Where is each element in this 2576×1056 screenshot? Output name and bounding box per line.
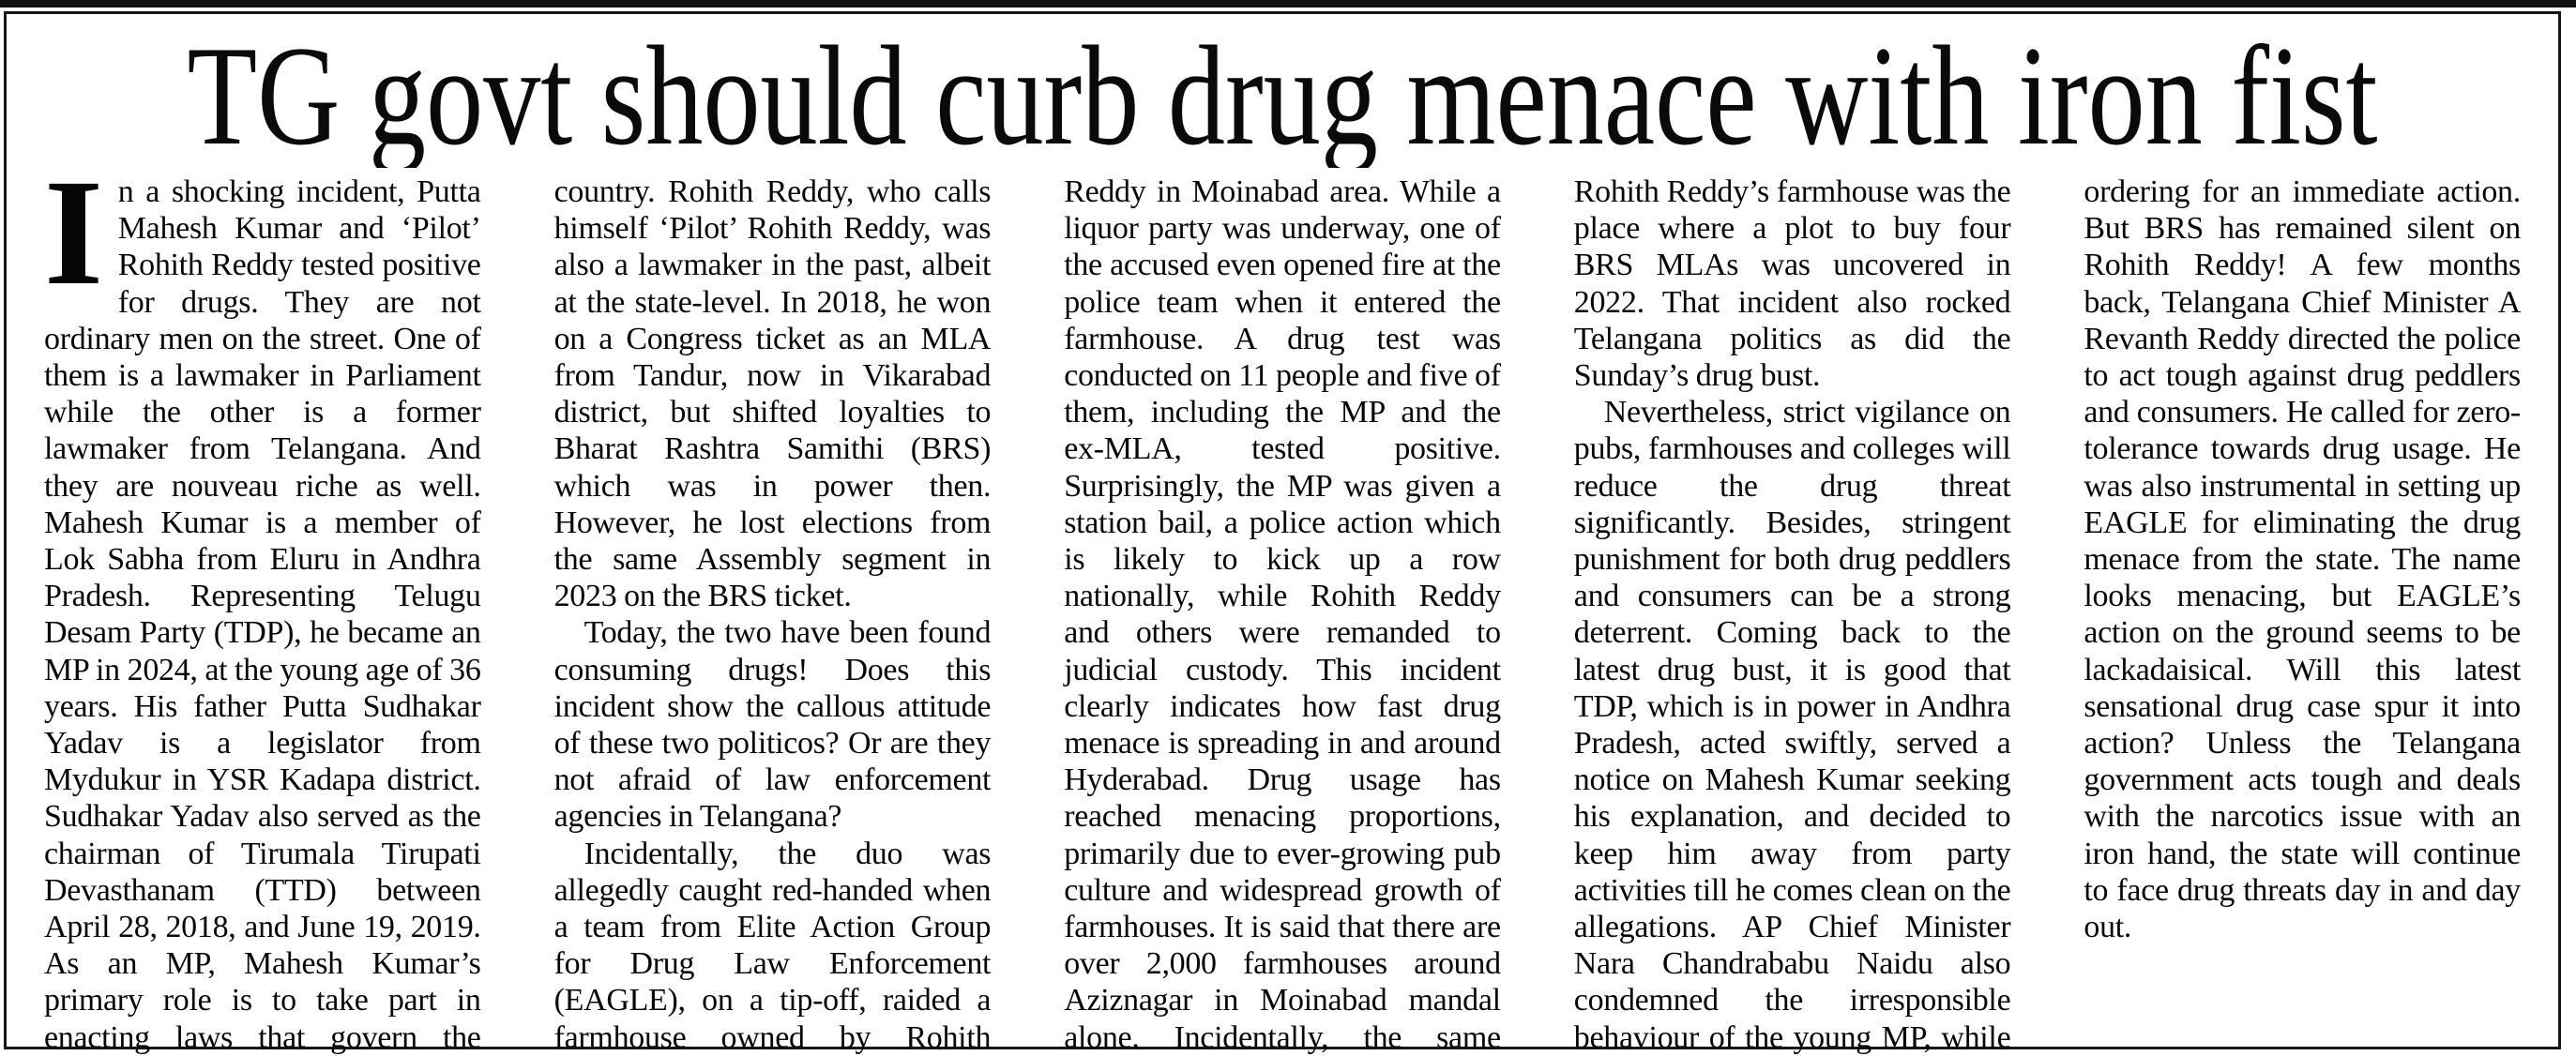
article-headline: TG govt should curb drug menace with iro… [188,25,2378,168]
article-paragraph-2: Today, the two have been found consuming… [553,615,992,835]
article-body: In a shocking incident, Putta Mahesh Kum… [44,173,2521,1056]
headline-banner: TG govt should curb drug menace with iro… [188,25,2378,168]
article-paragraph-1: In a shocking incident, Putta Mahesh Kum… [44,173,992,1055]
article-paragraph-4: Nevertheless, strict vigilance on pubs, … [1573,174,2521,1055]
article-paragraph-3: Incidentally, the duo was allegedly caug… [553,174,2011,1055]
top-rule [0,0,2576,8]
article-border-box: TG govt should curb drug menace with iro… [4,11,2561,1055]
